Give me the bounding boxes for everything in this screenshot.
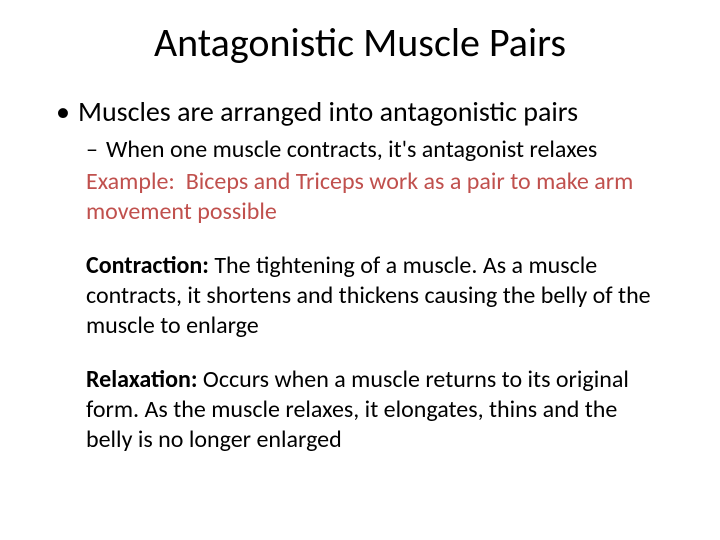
relaxation-block: Relaxation: Occurs when a muscle returns…: [56, 365, 664, 455]
relaxation-label: Relaxation:: [86, 365, 198, 394]
slide-container: Antagonistic Muscle Pairs Muscles are ar…: [0, 0, 720, 540]
example-block: Example: Biceps and Triceps work as a pa…: [56, 167, 664, 227]
contraction-label: Contraction:: [86, 251, 209, 280]
bullet-level2: When one muscle contracts, it's antagoni…: [56, 135, 664, 165]
bullet-level1: Muscles are arranged into antagonistic p…: [56, 95, 664, 129]
slide-title: Antagonistic Muscle Pairs: [56, 18, 664, 67]
contraction-block: Contraction: The tightening of a muscle.…: [56, 251, 664, 341]
example-label: Example:: [86, 167, 175, 196]
